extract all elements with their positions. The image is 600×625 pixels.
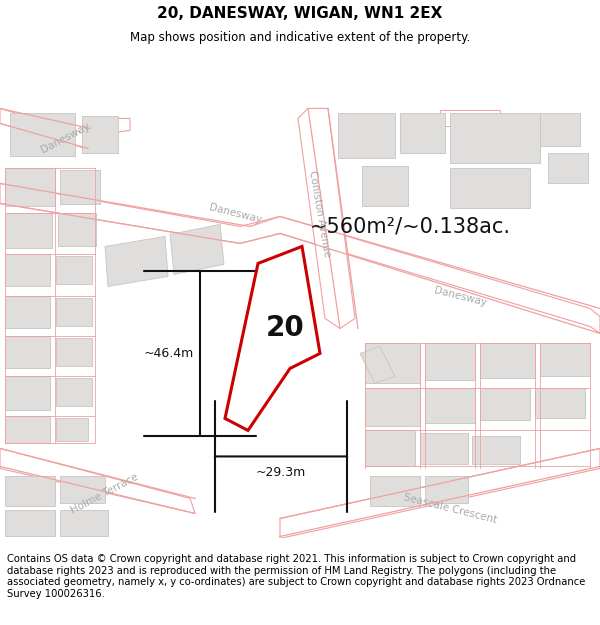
- Polygon shape: [5, 376, 50, 411]
- Polygon shape: [56, 256, 92, 284]
- Polygon shape: [5, 511, 55, 536]
- Polygon shape: [425, 388, 475, 424]
- Text: ~46.4m: ~46.4m: [144, 347, 194, 360]
- Text: Map shows position and indicative extent of the property.: Map shows position and indicative extent…: [130, 31, 470, 44]
- Polygon shape: [450, 168, 530, 209]
- Polygon shape: [420, 434, 468, 464]
- Polygon shape: [365, 344, 420, 383]
- Polygon shape: [425, 476, 468, 504]
- Polygon shape: [298, 109, 355, 329]
- Polygon shape: [425, 344, 475, 381]
- Text: 20: 20: [266, 314, 304, 342]
- Polygon shape: [225, 246, 320, 431]
- Polygon shape: [10, 114, 75, 156]
- Polygon shape: [440, 111, 500, 126]
- Polygon shape: [365, 431, 415, 466]
- Text: ~560m²/~0.138ac.: ~560m²/~0.138ac.: [310, 216, 511, 236]
- Polygon shape: [360, 346, 395, 383]
- Text: ~29.3m: ~29.3m: [256, 466, 306, 479]
- Text: Seascale Crescent: Seascale Crescent: [402, 492, 498, 525]
- Polygon shape: [58, 213, 96, 246]
- Polygon shape: [56, 298, 92, 326]
- Polygon shape: [56, 378, 92, 406]
- Polygon shape: [82, 116, 118, 153]
- Text: Danesway: Danesway: [39, 121, 91, 156]
- Polygon shape: [5, 336, 50, 368]
- Polygon shape: [280, 449, 600, 538]
- Polygon shape: [338, 114, 395, 158]
- Polygon shape: [0, 184, 600, 334]
- Polygon shape: [5, 296, 50, 329]
- Polygon shape: [5, 168, 55, 206]
- Polygon shape: [60, 171, 100, 204]
- Polygon shape: [400, 114, 445, 153]
- Polygon shape: [0, 449, 195, 514]
- Polygon shape: [5, 254, 50, 286]
- Polygon shape: [370, 476, 420, 506]
- Polygon shape: [0, 109, 130, 148]
- Polygon shape: [5, 476, 55, 506]
- Polygon shape: [540, 344, 590, 376]
- Polygon shape: [60, 476, 105, 504]
- Polygon shape: [548, 153, 588, 184]
- Text: Contains OS data © Crown copyright and database right 2021. This information is : Contains OS data © Crown copyright and d…: [7, 554, 586, 599]
- Polygon shape: [480, 388, 530, 421]
- Text: 20, DANESWAY, WIGAN, WN1 2EX: 20, DANESWAY, WIGAN, WN1 2EX: [157, 6, 443, 21]
- Polygon shape: [535, 388, 585, 419]
- Polygon shape: [365, 388, 420, 426]
- Text: Danesway: Danesway: [208, 202, 262, 225]
- Text: Danesway: Danesway: [433, 285, 487, 308]
- Text: Holme Terrace: Holme Terrace: [70, 471, 140, 516]
- Text: Coniston Avenue: Coniston Avenue: [307, 169, 332, 258]
- Polygon shape: [472, 436, 520, 464]
- Polygon shape: [5, 416, 50, 444]
- Polygon shape: [450, 114, 540, 163]
- Polygon shape: [170, 224, 224, 274]
- Polygon shape: [540, 114, 580, 146]
- Polygon shape: [5, 213, 52, 248]
- Polygon shape: [480, 344, 535, 378]
- Polygon shape: [60, 511, 108, 536]
- Polygon shape: [56, 339, 92, 366]
- Polygon shape: [105, 236, 168, 286]
- Polygon shape: [362, 166, 408, 206]
- Polygon shape: [56, 419, 88, 441]
